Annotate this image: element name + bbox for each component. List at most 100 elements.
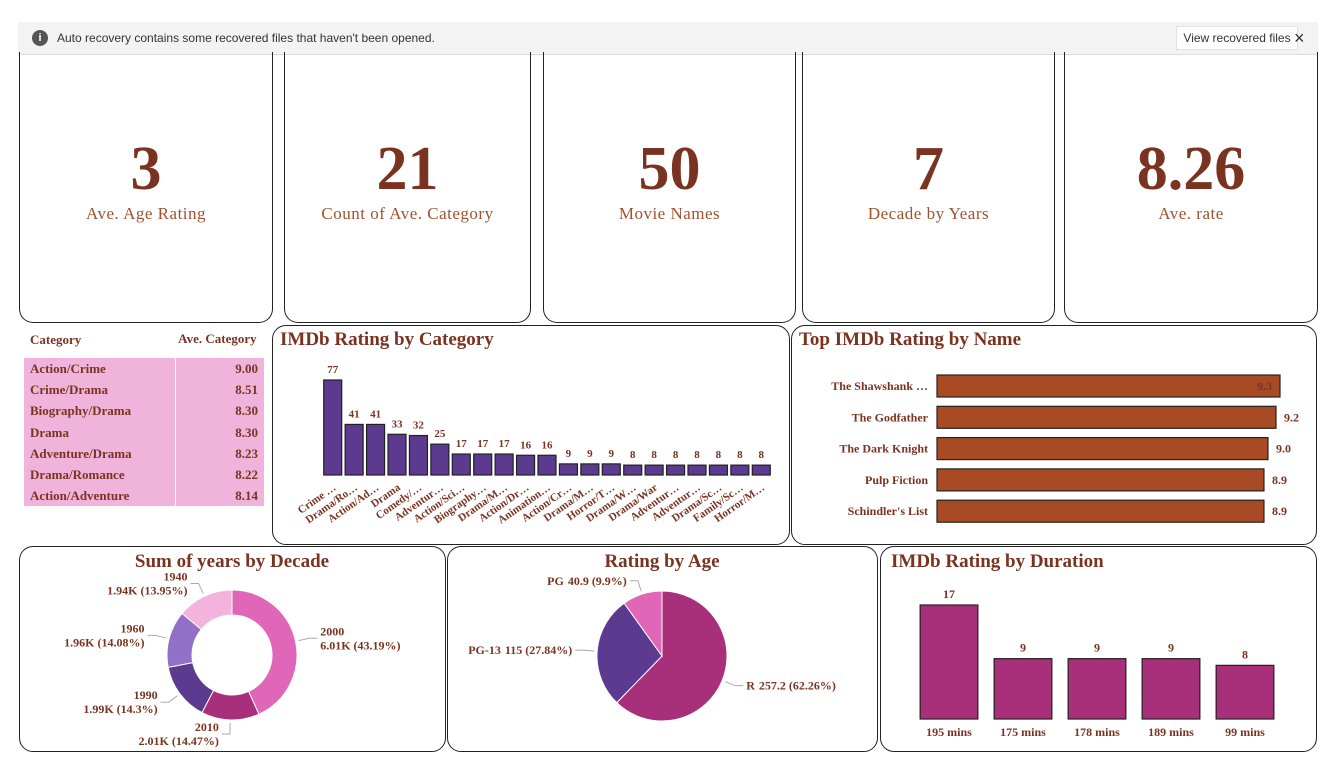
slice-label: 1.94K (13.95%) xyxy=(107,583,187,597)
x-tick-label: 99 mins xyxy=(1225,725,1265,739)
leader-line xyxy=(160,695,178,703)
kpi-label: Count of Ave. Category xyxy=(321,204,494,223)
slice-category: R xyxy=(746,679,755,693)
kpi-card: 21 Count of Ave. Category xyxy=(284,52,531,323)
data-label: 8 xyxy=(673,449,679,461)
data-label: 33 xyxy=(392,418,404,430)
y-tick-label: The Dark Knight xyxy=(839,442,928,456)
data-label: 41 xyxy=(349,408,360,420)
data-label: 8 xyxy=(716,449,722,461)
kpi-card: 50 Movie Names xyxy=(543,52,796,323)
bar xyxy=(365,423,386,476)
leader-line xyxy=(298,637,318,642)
y-tick-label: Schindler's List xyxy=(848,504,928,518)
header-cell: Category xyxy=(30,332,82,347)
slice-category: 2000 xyxy=(320,624,344,638)
data-label: 9 xyxy=(609,448,615,460)
bar xyxy=(993,658,1053,720)
data-label: 9 xyxy=(587,448,593,460)
leader-line xyxy=(575,649,595,652)
slice-category: PG-13 xyxy=(468,643,501,657)
kpi-label: Ave. Age Rating xyxy=(85,204,207,223)
data-label: 8 xyxy=(1242,647,1248,661)
table-cell: 8.51 xyxy=(235,382,258,398)
table-header: Category Ave. Category xyxy=(24,330,264,358)
bar xyxy=(344,423,364,476)
data-label: 9.2 xyxy=(1284,410,1299,424)
slice-label: 257.2 (62.26%) xyxy=(759,679,836,693)
notification-message: Auto recovery contains some recovered fi… xyxy=(57,31,435,45)
category-table: Category Ave. Category Action/Crime 9.00 Cri… xyxy=(24,330,264,507)
kpi-label: Movie Names xyxy=(618,204,721,223)
close-button[interactable]: × xyxy=(1294,28,1305,48)
data-label: 17 xyxy=(477,438,489,450)
table-cell: 8.22 xyxy=(235,466,258,482)
data-label: 41 xyxy=(370,408,381,420)
slice-label: 2.01K (14.47%) xyxy=(139,734,219,748)
slice xyxy=(616,590,728,722)
bar xyxy=(936,468,1265,492)
bar xyxy=(1067,658,1127,720)
bar xyxy=(936,374,1281,398)
data-label: 8 xyxy=(737,449,743,461)
bar xyxy=(1215,664,1275,720)
kpi-card: 8.26 Ave. rate xyxy=(1064,52,1318,323)
table-cell: Action/Crime xyxy=(24,358,177,380)
bar xyxy=(751,464,771,476)
table-row: Action/Crime 9.00 xyxy=(24,358,264,380)
table-cell: Adventure/Drama xyxy=(24,442,177,464)
slice-text: PG-13 115 (27.84%) xyxy=(468,643,572,657)
chart-panel xyxy=(791,325,1317,545)
bar xyxy=(387,433,407,476)
slice-text: PG 40.9 (9.9%) xyxy=(547,574,627,588)
slice-label: 6.01K (43.19%) xyxy=(320,638,400,652)
bar xyxy=(537,454,557,476)
bar xyxy=(936,437,1269,461)
info-icon: i xyxy=(32,30,48,46)
chart-panel xyxy=(880,546,1317,752)
slice-category: 1940 xyxy=(163,569,187,583)
chart-title: Sum of years by Decade xyxy=(135,551,329,572)
chart-title: IMDb Rating by Duration xyxy=(891,551,1104,572)
data-label: 17 xyxy=(943,587,955,601)
data-label: 9 xyxy=(566,448,572,460)
data-label: 8.9 xyxy=(1272,504,1287,518)
data-label: 8 xyxy=(694,449,700,461)
data-label: 9 xyxy=(1168,641,1174,655)
slice-label: 115 (27.84%) xyxy=(505,643,572,657)
view-recovered-button[interactable]: View recovered files xyxy=(1176,26,1298,50)
y-tick-label: Pulp Fiction xyxy=(865,473,928,487)
slice-text: R 257.2 (62.26%) xyxy=(746,679,836,693)
table-cell: 8.23 xyxy=(235,445,258,461)
table-cell: 9.00 xyxy=(235,361,258,376)
data-label: 77 xyxy=(327,364,339,376)
table-cell: Drama xyxy=(24,421,177,443)
kpi-value: 8.26 xyxy=(1136,135,1246,203)
slice xyxy=(623,590,663,658)
x-tick-label: 175 mins xyxy=(1000,725,1046,739)
notification-bar: i Auto recovery contains some recovered … xyxy=(18,22,1318,55)
x-tick-label: 178 mins xyxy=(1074,725,1120,739)
bar xyxy=(451,453,471,476)
table-cell: Drama/Romance xyxy=(24,463,177,486)
table-cell: 8.30 xyxy=(235,424,258,440)
table-cell: 8.14 xyxy=(235,488,258,504)
table-cell: 8.30 xyxy=(235,403,258,419)
data-label: 9 xyxy=(1020,641,1026,655)
chart-panel xyxy=(447,546,878,752)
table-row: Adventure/Drama 8.23 xyxy=(24,442,264,464)
bar xyxy=(515,454,536,476)
bar xyxy=(644,464,664,476)
leader-line xyxy=(147,634,167,639)
x-tick-label: 195 mins xyxy=(926,725,972,739)
table-cell: Action/Adventure xyxy=(24,485,177,507)
data-label: 9 xyxy=(1094,641,1100,655)
kpi-label: Ave. rate xyxy=(1158,204,1224,223)
kpi-label: Decade by Years xyxy=(867,204,990,223)
slice-category: 2010 xyxy=(195,720,219,734)
bar xyxy=(936,499,1265,523)
bar xyxy=(687,464,707,476)
bar xyxy=(623,464,643,476)
slice-category: 1990 xyxy=(134,688,158,702)
